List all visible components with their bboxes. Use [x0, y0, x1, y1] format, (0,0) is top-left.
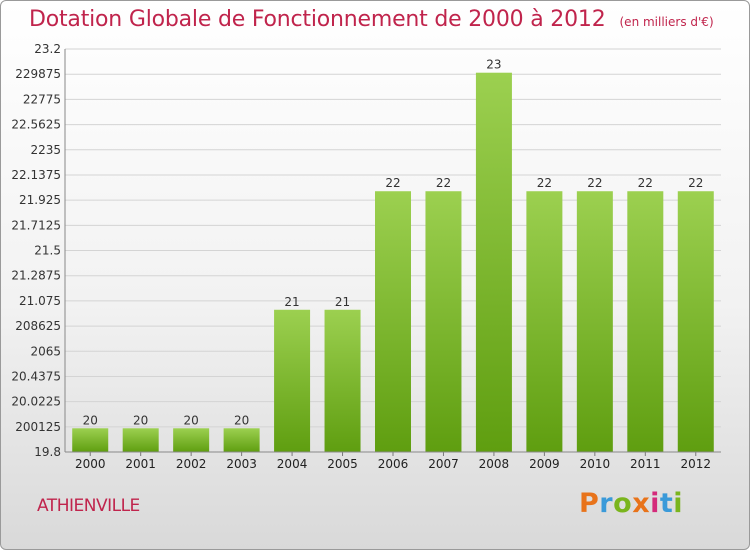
logo-letter: x: [632, 488, 651, 519]
x-tick-label: 2003: [226, 457, 257, 471]
x-tick-label: 2010: [580, 457, 611, 471]
bar: [72, 428, 109, 452]
data-label: 22: [537, 176, 552, 190]
x-tick-label: 2008: [479, 457, 510, 471]
data-label: 20: [184, 413, 199, 427]
data-label: 21: [284, 295, 299, 309]
bar: [324, 309, 361, 452]
logo-letter: t: [659, 488, 674, 519]
x-tick-label: 2009: [529, 457, 560, 471]
bar: [375, 191, 411, 452]
x-tick-label: 2001: [125, 457, 156, 471]
bars: 20 20 20 20 21 21 22 22 23 22 22 22 22: [72, 58, 714, 453]
x-axis-labels: 2000 2001 2002 2003 2004 2005 2006 2007 2008 2009…: [75, 452, 711, 471]
place-name: ATHIENVILLE: [37, 496, 140, 516]
data-label: 20: [83, 413, 98, 427]
data-label: 22: [688, 176, 703, 190]
bar: [677, 191, 714, 452]
x-tick-label: 2011: [630, 457, 661, 471]
data-label: 23: [486, 58, 501, 72]
y-tick-label: 20.4375: [11, 369, 61, 383]
y-tick-label: 23.2: [34, 42, 61, 56]
bar: [627, 191, 664, 452]
y-tick-label: 19.8: [34, 445, 61, 459]
proxiti-logo[interactable]: Proxiti: [579, 488, 683, 519]
y-tick-label: 22.5625: [11, 118, 61, 132]
y-tick-label: 21.925: [19, 193, 61, 207]
bar: [223, 428, 260, 452]
data-label: 22: [385, 176, 400, 190]
y-tick-label: 2065: [30, 344, 61, 358]
data-label: 22: [587, 176, 602, 190]
logo-letter: i: [650, 488, 660, 519]
y-tick-label: 22775: [23, 92, 61, 106]
y-tick-label: 21.7125: [11, 218, 61, 232]
y-tick-label: 22.1375: [11, 168, 61, 182]
x-tick-label: 2002: [176, 457, 207, 471]
y-tick-label: 20.0225: [11, 395, 61, 409]
logo-letter: i: [673, 488, 684, 519]
bar: [526, 191, 563, 452]
x-tick-label: 2005: [327, 457, 358, 471]
x-tick-label: 2006: [378, 457, 409, 471]
bar: [576, 191, 613, 452]
y-tick-label: 208625: [15, 319, 61, 333]
chart-title: Dotation Globale de Fonctionnement de 20…: [29, 7, 714, 32]
chart-unit: (en milliers d'€): [619, 15, 714, 29]
y-tick-label: 2235: [30, 143, 61, 157]
x-tick-label: 2004: [277, 457, 308, 471]
y-tick-label: 21.075: [19, 294, 61, 308]
bar: [475, 72, 512, 453]
logo-letter: r: [599, 488, 614, 519]
logo-letter: P: [579, 488, 600, 519]
y-tick-label: 229875: [15, 67, 61, 81]
y-tick-label: 200125: [15, 420, 61, 434]
x-tick-label: 2000: [75, 457, 106, 471]
axes: [64, 49, 721, 453]
bar: [274, 309, 311, 452]
y-tick-label: 21.2875: [11, 269, 61, 283]
x-tick-label: 2007: [428, 457, 459, 471]
logo-letter: o: [613, 488, 633, 519]
y-tick-label: 21.5: [34, 244, 61, 258]
x-tick-label: 2012: [680, 457, 711, 471]
data-label: 20: [234, 413, 249, 427]
bar: [122, 428, 159, 452]
bar: [425, 191, 462, 452]
bar: [173, 428, 210, 452]
data-label: 21: [335, 295, 350, 309]
data-label: 20: [133, 413, 148, 427]
data-label: 22: [436, 176, 451, 190]
data-label: 22: [638, 176, 653, 190]
y-axis-labels: 19.8 200125 20.0225 20.4375 2065 208625 21.075…: [11, 42, 61, 459]
